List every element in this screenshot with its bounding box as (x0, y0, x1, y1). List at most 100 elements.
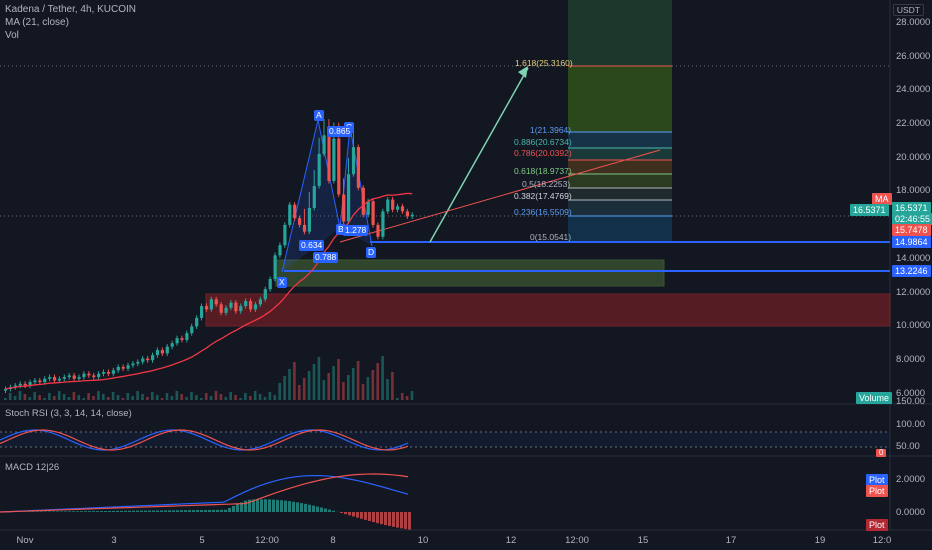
candle-body (366, 201, 370, 215)
volume-bar (180, 394, 183, 400)
volume-bar (293, 362, 296, 400)
macd-histogram-bar (180, 510, 183, 512)
volume-bar (347, 375, 350, 400)
macd-histogram-bar (112, 510, 115, 512)
candle-body (307, 208, 311, 232)
macd-signal-line (0, 473, 409, 513)
macd-histogram-bar (376, 512, 379, 524)
candle-body (131, 363, 135, 366)
candle-body (28, 382, 32, 386)
macd-histogram-bar (64, 511, 67, 512)
pattern-point-d[interactable]: D (366, 247, 377, 258)
stoch-band-fill (0, 432, 890, 447)
macd-histogram-bar (76, 511, 79, 512)
candle-body (258, 299, 262, 305)
volume-bar (141, 394, 144, 400)
pattern-point-x[interactable]: X (277, 277, 287, 288)
volume-bar (307, 371, 311, 400)
level-tag-13.22: 13.2246 (892, 265, 931, 277)
stoch-tag: 0 (876, 449, 887, 457)
macd-histogram-bar (248, 499, 251, 512)
stoch-axis-label: 50.00 (896, 441, 920, 452)
vol-legend[interactable]: Vol (5, 30, 19, 41)
volume-bar (288, 369, 291, 400)
macd-histogram-bar (312, 505, 315, 512)
candle-body (4, 388, 8, 391)
price-axis-label: 22.0000 (896, 118, 931, 129)
volume-bar (391, 372, 394, 400)
candle-body (381, 211, 385, 237)
time-axis-label: 12:00 (565, 535, 589, 546)
candle-body (361, 187, 365, 215)
volume-series (4, 356, 414, 400)
candle-body (38, 380, 42, 383)
volume-bar (214, 391, 218, 400)
volume-bar (371, 370, 375, 400)
stoch-legend[interactable]: Stoch RSI (3, 3, 14, 14, close) (5, 408, 132, 419)
candle-body (400, 206, 405, 212)
pattern-point-b[interactable]: B (336, 224, 346, 235)
macd-histogram-bar (308, 504, 311, 512)
volume-bar (322, 380, 326, 400)
candle-body (376, 224, 380, 237)
ma-legend[interactable]: MA (21, close) (5, 17, 69, 28)
macd-histogram-bar (240, 502, 243, 512)
candle-body (283, 224, 287, 246)
volume-bar (278, 383, 281, 400)
macd-histogram-bar (280, 500, 283, 512)
volume-bar (151, 392, 154, 400)
macd-legend[interactable]: MACD 12|26 (5, 462, 60, 473)
pattern-point-a[interactable]: A (314, 110, 324, 121)
macd-histogram-bar (176, 510, 179, 512)
volume-bar (67, 397, 71, 400)
volume-bar (131, 396, 134, 400)
candle-body (332, 138, 336, 181)
candle-body (175, 338, 179, 344)
candle-body (33, 380, 37, 383)
candle-body (312, 186, 316, 208)
price-axis-label: 28.0000 (896, 17, 931, 28)
candle-body (219, 304, 223, 313)
candle-body (391, 199, 395, 210)
macd-histogram-bar (196, 510, 199, 512)
candle-body (224, 307, 228, 313)
macd-histogram-bar (124, 510, 127, 512)
candle-body (92, 375, 96, 378)
macd-histogram-bar (136, 510, 139, 512)
fib-label-0382: 0.382(17.4769) (514, 191, 572, 201)
time-axis-label: 12:00 (255, 535, 279, 546)
volume-tag: Volume (856, 392, 893, 404)
volume-bar (332, 366, 335, 400)
volume-bar (97, 391, 100, 400)
pattern-ratio-xb: 0.634 (299, 240, 325, 251)
macd-histogram-bar (148, 510, 151, 512)
macd-histogram-bar (332, 510, 335, 512)
macd-histogram-bar (128, 510, 131, 512)
volume-bar (13, 396, 17, 400)
macd-histogram-bar (168, 510, 171, 512)
macd-histogram-bar (380, 512, 383, 525)
macd-histogram-bar (304, 503, 307, 512)
level-tag-14.98: 14.9864 (892, 236, 931, 248)
volume-bar (327, 373, 330, 400)
macd-histogram-bar (396, 512, 399, 528)
volume-bar (298, 385, 301, 400)
macd-histogram-bar (348, 512, 351, 516)
volume-bar (400, 393, 404, 400)
candlestick-series (4, 119, 414, 394)
current-price-overlay: 16.5371 (850, 204, 889, 216)
macd-histogram-bar (244, 500, 247, 512)
price-axis-label: 24.0000 (896, 84, 931, 95)
candle-body (288, 204, 292, 225)
symbol-legend[interactable]: Kadena / Tether, 4h, KUCOIN (5, 4, 137, 15)
stoch-axis-label: 100.00 (896, 419, 926, 430)
macd-histogram-bar (204, 510, 207, 512)
volume-bar (376, 363, 379, 400)
volume-bar (170, 396, 174, 400)
currency-button[interactable]: USDT (892, 4, 924, 16)
price-axis-label: 20.0000 (896, 152, 931, 163)
candle-body (195, 317, 199, 327)
fib-band-1 (568, 132, 672, 148)
macd-histogram-bar (392, 512, 395, 527)
